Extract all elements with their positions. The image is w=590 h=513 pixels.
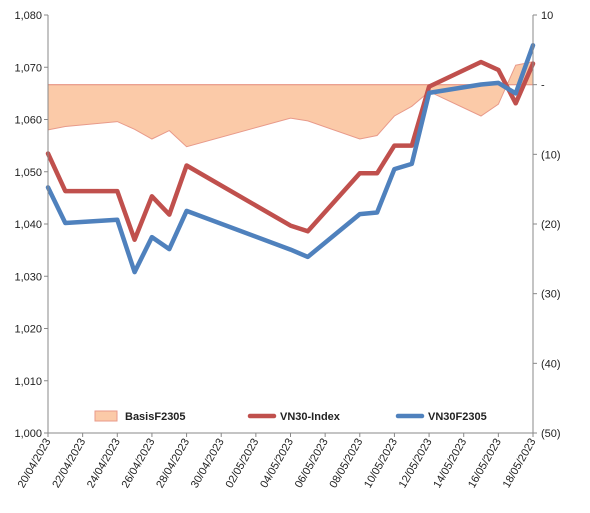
left-tick-label: 1,070: [14, 62, 42, 74]
left-tick-label: 1,030: [14, 271, 42, 283]
x-tick-label: 10/05/2023: [362, 437, 400, 491]
series-line-vn30f2305: [48, 45, 533, 272]
legend: BasisF2305 VN30-Index VN30F2305: [95, 411, 487, 423]
left-tick-label: 1,050: [14, 167, 42, 179]
left-tick-label: 1,020: [14, 324, 42, 336]
right-tick-label: (10): [541, 149, 561, 161]
legend-label-vn30-index: VN30-Index: [280, 411, 341, 423]
left-tick-label: 1,060: [14, 115, 42, 127]
x-tick-label: 24/04/2023: [85, 437, 123, 491]
legend-swatch-basisf2305: [95, 411, 117, 421]
x-tick-label: 26/04/2023: [120, 437, 158, 491]
lines-layer: [48, 45, 533, 272]
x-tick-label: 20/04/2023: [16, 437, 54, 491]
left-tick-label: 1,010: [14, 376, 42, 388]
x-tick-label: 14/05/2023: [431, 437, 469, 491]
right-tick-label: (30): [541, 289, 561, 301]
x-tick-label: 12/05/2023: [397, 437, 435, 491]
right-tick-label: (50): [541, 428, 561, 440]
legend-label-basisf2305: BasisF2305: [125, 411, 186, 423]
x-tick-label: 18/05/2023: [501, 437, 539, 491]
x-tick-label: 08/05/2023: [327, 437, 365, 491]
right-tick-label: (40): [541, 358, 561, 370]
x-tick-label: 30/04/2023: [189, 437, 227, 491]
x-tick-label: 02/05/2023: [224, 437, 262, 491]
area-basisf2305: [48, 62, 533, 147]
x-tick-label: 16/05/2023: [466, 437, 504, 491]
area-layer: [48, 62, 533, 147]
legend-label-vn30f2305: VN30F2305: [428, 411, 487, 423]
x-tick-label: 04/05/2023: [258, 437, 296, 491]
x-tick-label: 06/05/2023: [293, 437, 331, 491]
left-tick-label: 1,000: [14, 428, 42, 440]
x-tick-label: 28/04/2023: [154, 437, 192, 491]
left-tick-label: 1,080: [14, 10, 42, 22]
right-tick-label: -: [541, 80, 545, 92]
right-tick-label: 10: [541, 10, 553, 22]
x-tick-label: 22/04/2023: [50, 437, 88, 491]
right-tick-label: (20): [541, 219, 561, 231]
left-tick-label: 1,040: [14, 219, 42, 231]
